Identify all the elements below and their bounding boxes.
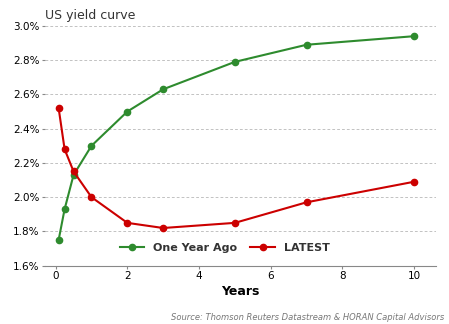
Text: Source: Thomson Reuters Datastream & HORAN Capital Advisors: Source: Thomson Reuters Datastream & HOR… [171, 313, 445, 322]
Legend: One Year Ago, LATEST: One Year Ago, LATEST [119, 243, 330, 253]
Text: US yield curve: US yield curve [45, 9, 135, 22]
X-axis label: Years: Years [221, 285, 260, 298]
